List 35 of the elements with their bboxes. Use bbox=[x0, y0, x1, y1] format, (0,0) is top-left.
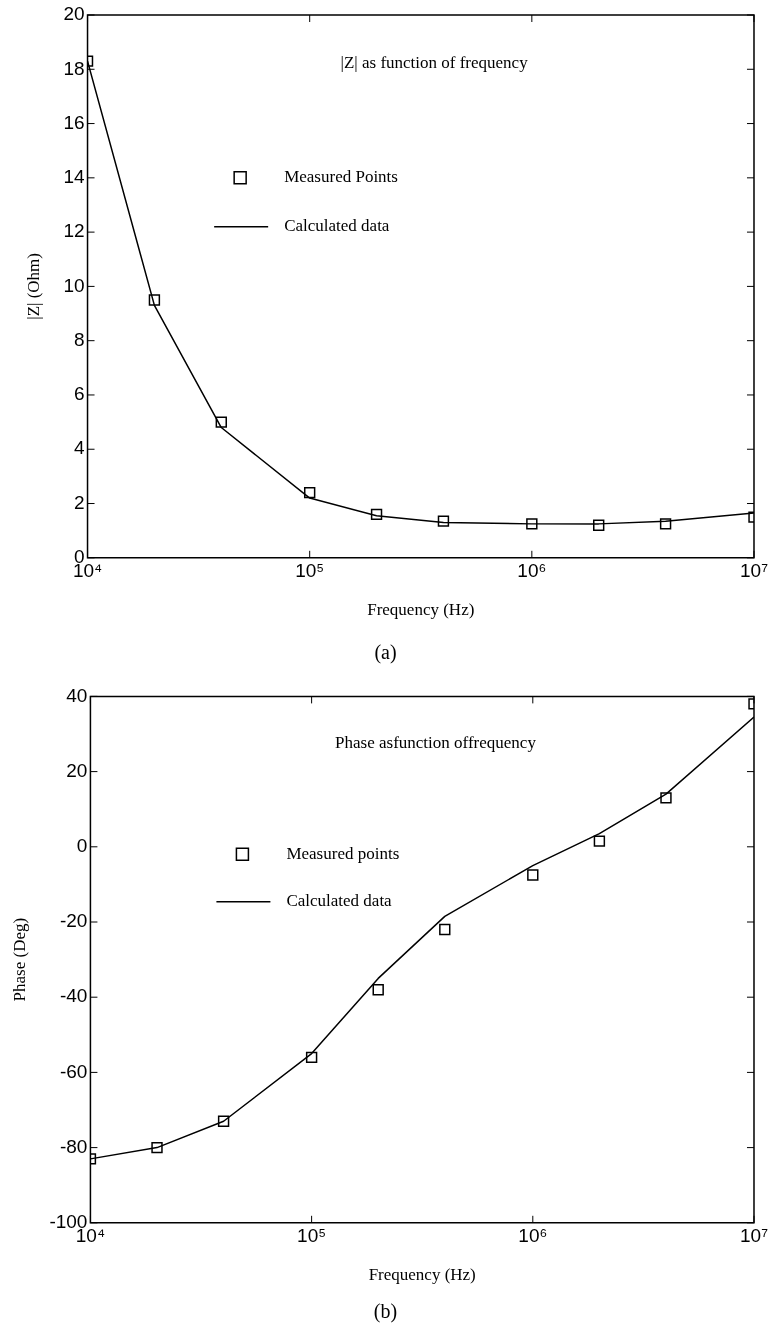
x-tick-label: 10⁷ bbox=[739, 1225, 769, 1247]
y-tick-label: 40 bbox=[66, 684, 88, 706]
legend-label: Measured points bbox=[286, 843, 400, 863]
text: |Z| as function of frequency bbox=[340, 53, 529, 73]
legend-label: Calculated data bbox=[284, 216, 390, 236]
y-tick-label: 4 bbox=[73, 437, 85, 459]
y-tick-label: 16 bbox=[63, 111, 85, 133]
y-tick-label: 14 bbox=[63, 166, 85, 188]
y-tick-label: 12 bbox=[63, 220, 85, 242]
y-tick-label: -80 bbox=[59, 1135, 88, 1157]
y-tick-label: 2 bbox=[73, 491, 85, 513]
x-axis-title: Frequency (Hz) bbox=[368, 1265, 476, 1285]
x-tick-label: 10⁵ bbox=[295, 560, 325, 582]
y-tick-label: 20 bbox=[63, 3, 85, 25]
y-tick-label: 0 bbox=[76, 835, 88, 857]
x-axis-title: Frequency (Hz) bbox=[367, 600, 475, 620]
x-tick-label: 10⁵ bbox=[297, 1225, 327, 1247]
y-tick-label: -40 bbox=[59, 985, 88, 1007]
y-tick-label: -20 bbox=[59, 910, 88, 932]
text: (b) bbox=[372, 1300, 399, 1323]
x-tick-label: 10⁶ bbox=[517, 560, 547, 582]
legend-label: Calculated data bbox=[286, 891, 393, 911]
x-tick-label: 10⁷ bbox=[739, 560, 769, 582]
text: Phase asfunction offrequency bbox=[335, 733, 537, 753]
y-axis-title: Phase (Deg) bbox=[9, 917, 29, 1002]
x-tick-label: 10⁶ bbox=[518, 1225, 548, 1247]
y-tick-label: 10 bbox=[63, 274, 85, 296]
text: (a) bbox=[373, 641, 398, 664]
y-axis-title: |Z| (Ohm) bbox=[23, 253, 43, 320]
legend-label: Measured Points bbox=[284, 167, 398, 187]
y-tick-label: 20 bbox=[66, 759, 88, 781]
y-tick-label: 8 bbox=[73, 328, 85, 350]
y-tick-label: 6 bbox=[73, 383, 85, 405]
y-tick-label: 18 bbox=[63, 57, 85, 79]
y-tick-label: -60 bbox=[59, 1060, 88, 1082]
